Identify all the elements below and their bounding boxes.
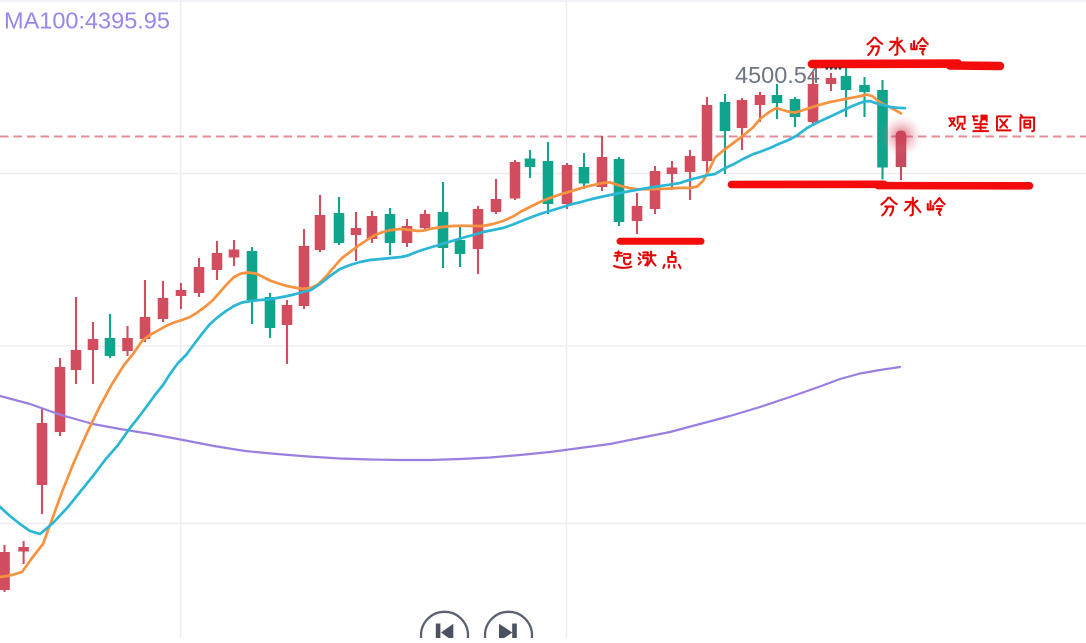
svg-text:4500.54: 4500.54	[735, 62, 820, 88]
svg-text:MA100:4395.95: MA100:4395.95	[4, 7, 170, 33]
